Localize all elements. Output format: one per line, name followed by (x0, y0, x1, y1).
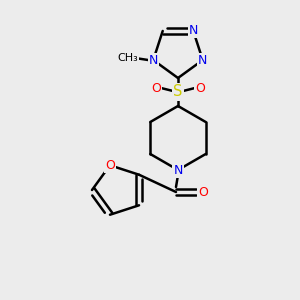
Text: CH₃: CH₃ (117, 53, 138, 63)
Text: O: O (195, 82, 205, 94)
Text: N: N (189, 25, 198, 38)
Text: N: N (173, 164, 183, 176)
Text: S: S (173, 85, 183, 100)
Text: N: N (198, 53, 207, 67)
Text: O: O (198, 185, 208, 199)
Text: N: N (148, 53, 158, 67)
Text: O: O (151, 82, 161, 94)
Text: O: O (105, 159, 115, 172)
